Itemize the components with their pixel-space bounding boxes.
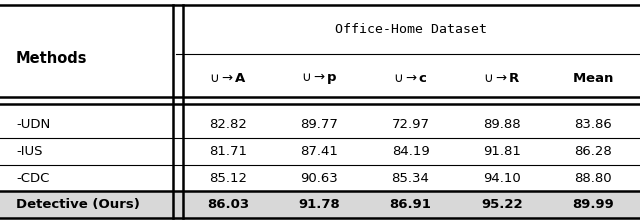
- Text: 89.77: 89.77: [300, 118, 338, 131]
- Text: 94.10: 94.10: [483, 172, 521, 185]
- Text: $\cup \rightarrow \mathbf{R}$: $\cup \rightarrow \mathbf{R}$: [483, 72, 521, 85]
- Text: 91.78: 91.78: [298, 198, 340, 211]
- Text: 81.71: 81.71: [209, 145, 247, 158]
- Text: Office-Home Dataset: Office-Home Dataset: [335, 23, 486, 36]
- Text: 88.80: 88.80: [574, 172, 612, 185]
- Text: 89.99: 89.99: [572, 198, 614, 211]
- Text: $\cup \rightarrow \mathbf{c}$: $\cup \rightarrow \mathbf{c}$: [393, 72, 428, 85]
- Text: -IUS: -IUS: [16, 145, 42, 158]
- Text: 83.86: 83.86: [574, 118, 612, 131]
- Text: 85.12: 85.12: [209, 172, 247, 185]
- Text: Detective (Ours): Detective (Ours): [16, 198, 140, 211]
- Text: -CDC: -CDC: [16, 172, 49, 185]
- Text: 86.03: 86.03: [207, 198, 249, 211]
- Text: 95.22: 95.22: [481, 198, 523, 211]
- Text: $\mathbf{Mean}$: $\mathbf{Mean}$: [572, 72, 614, 85]
- Text: -UDN: -UDN: [16, 118, 51, 131]
- Text: 72.97: 72.97: [392, 118, 429, 131]
- Text: 86.28: 86.28: [574, 145, 612, 158]
- Text: 87.41: 87.41: [300, 145, 338, 158]
- Text: 90.63: 90.63: [300, 172, 338, 185]
- Text: 85.34: 85.34: [392, 172, 429, 185]
- Text: $\cup \rightarrow \mathbf{A}$: $\cup \rightarrow \mathbf{A}$: [209, 72, 247, 85]
- Text: 84.19: 84.19: [392, 145, 429, 158]
- Text: 91.81: 91.81: [483, 145, 521, 158]
- Text: Methods: Methods: [16, 51, 88, 66]
- Text: 89.88: 89.88: [483, 118, 520, 131]
- Text: 82.82: 82.82: [209, 118, 247, 131]
- Text: $\cup \rightarrow \mathbf{p}$: $\cup \rightarrow \mathbf{p}$: [301, 71, 338, 86]
- Text: 86.91: 86.91: [390, 198, 431, 211]
